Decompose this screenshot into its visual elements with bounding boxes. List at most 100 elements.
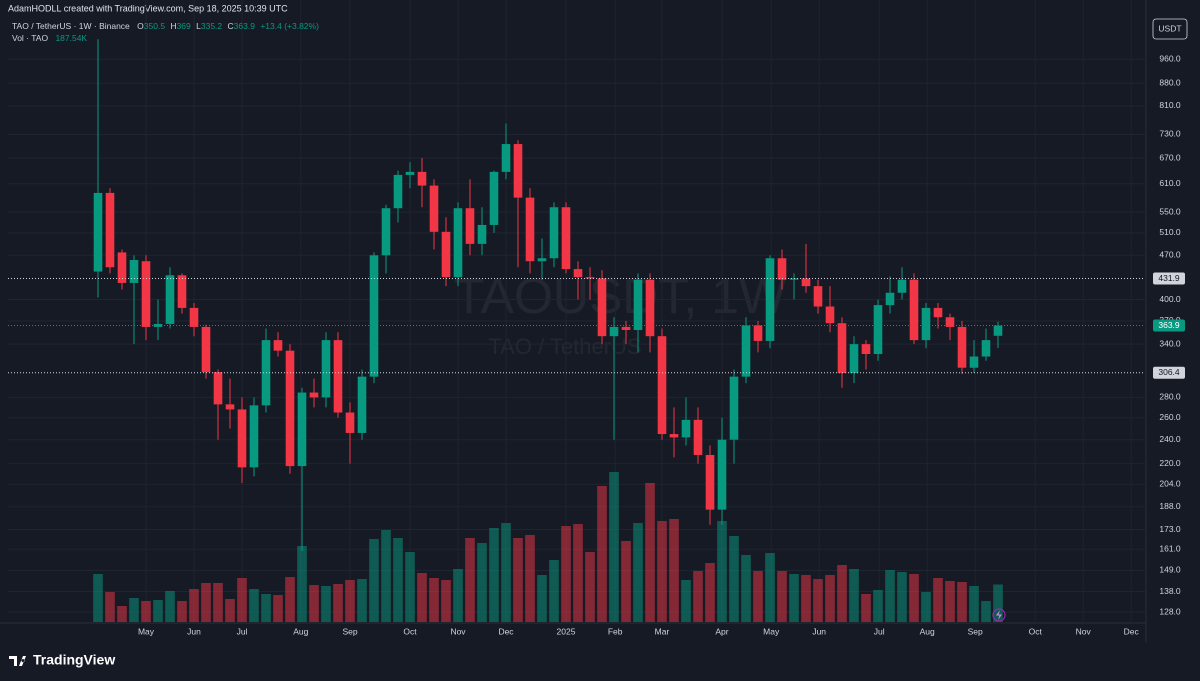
volume-bar [921,592,931,622]
candle-body [741,325,751,377]
volume-bar [465,538,475,622]
volume-bar [981,601,991,622]
volume-bar [657,521,667,622]
x-tick-label: Jun [812,626,826,636]
candle-body [297,392,307,467]
volume-bar [297,546,307,622]
candle-body [705,454,715,510]
volume-bar [333,584,343,622]
candle-body [237,409,247,468]
event-icon[interactable] [992,608,1006,622]
volume-bar [933,578,943,622]
x-tick-label: Jun [187,626,201,636]
candle-body [897,279,907,293]
candle-body [309,392,319,398]
candle-body [717,439,727,510]
volume-bar [189,589,199,622]
x-tick-label: 2025 [557,626,576,636]
high-value: 369 [177,21,191,31]
volume-bar [153,600,163,622]
brand: TradingView [33,652,115,668]
candle-body [669,434,679,438]
volume-bar [165,591,175,622]
x-tick-label: Aug [293,626,308,636]
candle-body [945,317,955,327]
candle-body [921,307,931,341]
volume-bar [453,569,463,622]
volume-bar [801,575,811,622]
candle-body [681,419,691,438]
volume-legend: Vol · TAO 187.54K [12,33,87,43]
currency[interactable]: USDT [1158,23,1181,33]
volume-bar [909,574,919,622]
low-value: 335.2 [201,21,223,31]
candle-body [321,340,331,398]
candle-body [165,275,175,324]
candle-body [585,277,595,279]
candle-body [933,307,943,318]
volume-bar [225,599,235,622]
candle-body [561,207,571,270]
y-tick-label: 220.0 [1159,458,1181,468]
y-tick-label: 880.0 [1159,77,1181,87]
candle-body [105,192,115,268]
volume-bar [645,483,655,622]
candle-body [861,344,871,355]
volume-bar [357,579,367,622]
x-tick-label: Mar [655,626,670,636]
x-tick-label: Nov [1076,626,1092,636]
candle-body [909,279,919,341]
candle-body [969,356,979,368]
candle-body [393,174,403,209]
y-tick-label: 340.0 [1159,338,1181,348]
volume-bar [945,581,955,622]
y-tick-label: 610.0 [1159,178,1181,188]
volume-bar [489,528,499,622]
candle-body [981,340,991,357]
candle-body [657,336,667,435]
volume-bar [285,577,295,622]
volume-bar [825,575,835,622]
y-tick-label: 161.0 [1159,543,1181,553]
price-label-box [1153,272,1185,285]
candle-body [693,419,703,455]
candle-body [645,279,655,337]
volume-bar [501,523,511,622]
volume-bar [321,586,331,622]
candle-body [429,185,439,232]
candle-body [753,325,763,341]
volume-bar [273,595,283,622]
close-value: 363.9 [234,21,256,31]
volume-bar [993,584,1003,622]
x-tick-label: Aug [920,626,935,636]
x-tick-label: Jul [237,626,248,636]
o-label: O [137,21,144,31]
volume-bar [141,601,151,622]
volume-bar [441,580,451,622]
volume-bar [417,573,427,622]
volume-bar [393,538,403,622]
volume-bar [597,486,607,622]
currency-box[interactable] [1152,18,1188,40]
candle-body [489,171,499,225]
candle-body [93,192,103,272]
y-tick-label: 730.0 [1159,129,1181,139]
volume-bar [537,575,547,622]
volume-bar [837,565,847,622]
candle-body [345,412,355,433]
candle-body [129,260,139,283]
l-label: L [196,21,201,31]
candle-body [573,269,583,278]
volume-bar [897,572,907,622]
candle-body [621,326,631,330]
y-tick-label: 204.0 [1159,479,1181,489]
price-label: 363.9 [1158,320,1180,330]
volume-bar [405,552,415,622]
volume-bar [129,598,139,622]
volume-bar [669,519,679,622]
candle-body [765,258,775,341]
logo[interactable]: TradingView [9,652,115,668]
volume-value: 187.54K [55,33,87,43]
candle-body [333,340,343,413]
volume-bar [693,571,703,622]
